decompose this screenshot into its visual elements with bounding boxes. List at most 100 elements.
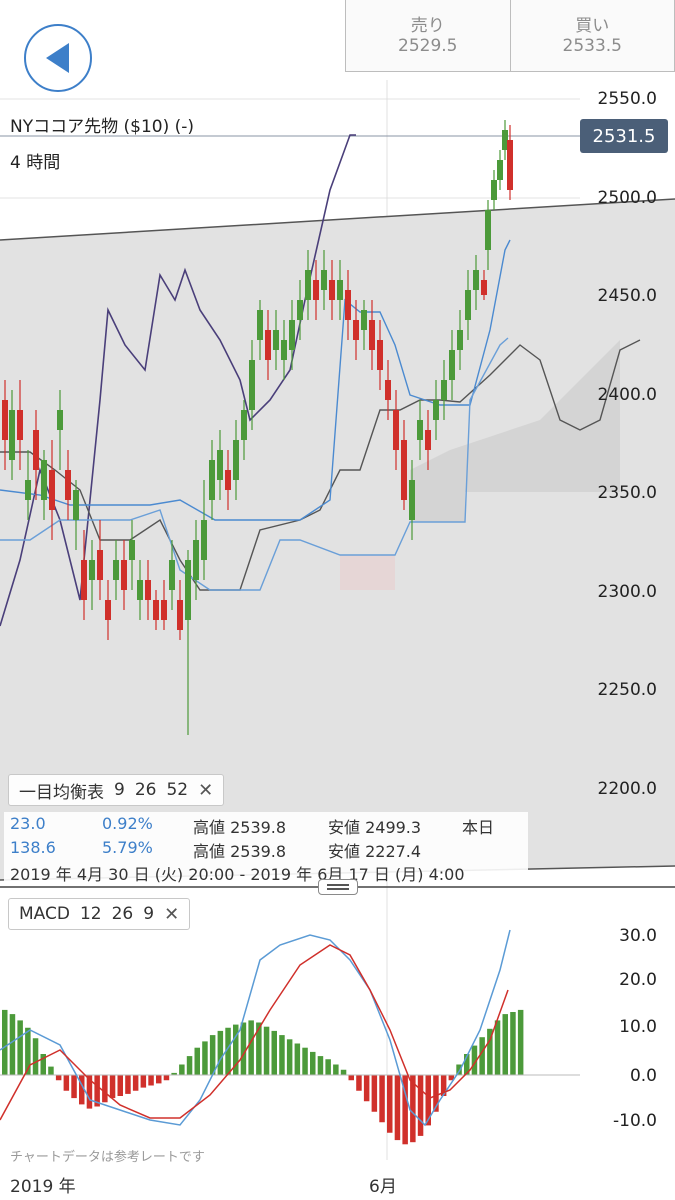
macd-tick: 10.0 (619, 1017, 657, 1037)
buy-price: 2533.5 (562, 35, 622, 56)
close-icon[interactable]: ✕ (164, 903, 180, 925)
ichimoku-param: 9 (114, 780, 125, 800)
macd-indicator-label[interactable]: MACD 12 26 9 ✕ (8, 898, 191, 930)
change-percent: 5.79% (102, 838, 153, 857)
macd-histogram-bar (402, 1075, 408, 1145)
price-tick: 2300.0 (597, 582, 657, 602)
candle-body (485, 210, 491, 250)
macd-histogram-bar (48, 1066, 54, 1075)
change-value: 23.0 (10, 814, 46, 833)
macd-histogram-bar (487, 1028, 493, 1075)
high-value: 高値 2539.8 (193, 842, 287, 861)
tenkan-line (0, 239, 511, 521)
close-icon[interactable]: ✕ (198, 779, 214, 801)
macd-tick: 20.0 (619, 970, 657, 990)
macd-histogram-bar (171, 1072, 177, 1075)
price-tick: 2500.0 (597, 188, 657, 208)
candle-body (89, 560, 95, 580)
macd-tick: 30.0 (619, 926, 657, 946)
macd-histogram-bar (233, 1024, 239, 1075)
macd-histogram-bar (163, 1075, 170, 1081)
macd-histogram-bar (125, 1075, 131, 1094)
candle-body (105, 600, 111, 620)
buy-label: 買い (575, 15, 610, 36)
macd-tick: -10.0 (613, 1111, 657, 1131)
candle-body (81, 560, 87, 600)
candle-body (465, 290, 471, 320)
ichimoku-indicator-label[interactable]: 一目均衡表 9 26 52 ✕ (8, 774, 225, 806)
macd-histogram-bar (340, 1069, 347, 1075)
macd-histogram-bar (132, 1075, 139, 1091)
candle-body (25, 480, 31, 500)
candle-body (361, 310, 367, 330)
candle-body (169, 560, 175, 590)
back-button[interactable] (24, 24, 92, 92)
back-arrow-icon (46, 43, 69, 73)
price-tick: 2550.0 (597, 89, 657, 109)
candle-body (177, 600, 183, 630)
candle-body (121, 560, 127, 590)
span-line (0, 339, 641, 591)
candle-body (305, 270, 311, 300)
candle-body (241, 410, 247, 440)
candle-body (417, 420, 423, 440)
candle-body (153, 600, 159, 620)
macd-histogram-bar (464, 1054, 470, 1075)
sell-price: 2529.5 (398, 35, 458, 56)
trend-line (0, 198, 675, 241)
macd-histogram-bar (317, 1056, 324, 1075)
candle-body (441, 380, 447, 400)
macd-histogram-bar (248, 1020, 254, 1075)
macd-histogram-bar (502, 1014, 508, 1075)
macd-histogram-bar (2, 1009, 8, 1075)
period-label: 本日 (462, 818, 495, 837)
candle-body (409, 480, 415, 520)
candle-body (113, 560, 119, 580)
macd-histogram-bar (179, 1064, 185, 1075)
month-label: 6月 (369, 1177, 397, 1197)
low-value: 安値 2499.3 (328, 818, 422, 837)
pane-resize-handle[interactable] (318, 879, 358, 895)
candle-body (209, 460, 215, 500)
candle-body (73, 490, 79, 520)
macd-histogram-bar (9, 1014, 16, 1075)
change-percent: 0.92% (102, 814, 153, 833)
candle-body (289, 320, 295, 350)
macd-histogram-bar (271, 1030, 277, 1075)
candle-body (337, 280, 343, 300)
macd-signal-line (0, 944, 509, 1121)
candle-body (265, 330, 271, 360)
macd-histogram-bar (32, 1038, 39, 1075)
macd-param: 12 (79, 904, 102, 924)
candle-body (129, 540, 135, 560)
candle-body (185, 560, 191, 620)
macd-histogram-bar (156, 1075, 162, 1084)
macd-histogram-bar (194, 1047, 200, 1075)
channel-area (0, 199, 675, 880)
candle-body (41, 460, 47, 500)
sell-button[interactable]: 売り 2529.5 (346, 0, 510, 71)
candle-body (145, 580, 151, 600)
macd-histogram-bar (471, 1045, 478, 1075)
macd-histogram-bar (217, 1030, 224, 1075)
timeframe-label[interactable]: 4 時間 (10, 153, 61, 173)
macd-histogram-bar (448, 1075, 455, 1081)
candle-body (161, 600, 167, 620)
candle-body (497, 160, 503, 180)
macd-histogram-bar (348, 1075, 354, 1081)
macd-histogram-bar (510, 1012, 516, 1075)
macd-histogram-bar (410, 1075, 416, 1143)
macd-histogram-bar (279, 1035, 285, 1075)
macd-histogram-bar (40, 1054, 46, 1075)
candle-body (249, 360, 255, 410)
disclaimer-note: チャートデータは参考レートです (10, 1150, 205, 1165)
macd-histogram-bar (225, 1027, 231, 1075)
macd-histogram-bar (356, 1075, 362, 1091)
candle-body (233, 440, 239, 480)
buy-button[interactable]: 買い 2533.5 (509, 0, 675, 71)
candle-body (33, 430, 39, 470)
candle-body (201, 520, 207, 560)
macd-histogram-bar (371, 1075, 378, 1112)
macd-tick: 0.0 (629, 1066, 657, 1086)
